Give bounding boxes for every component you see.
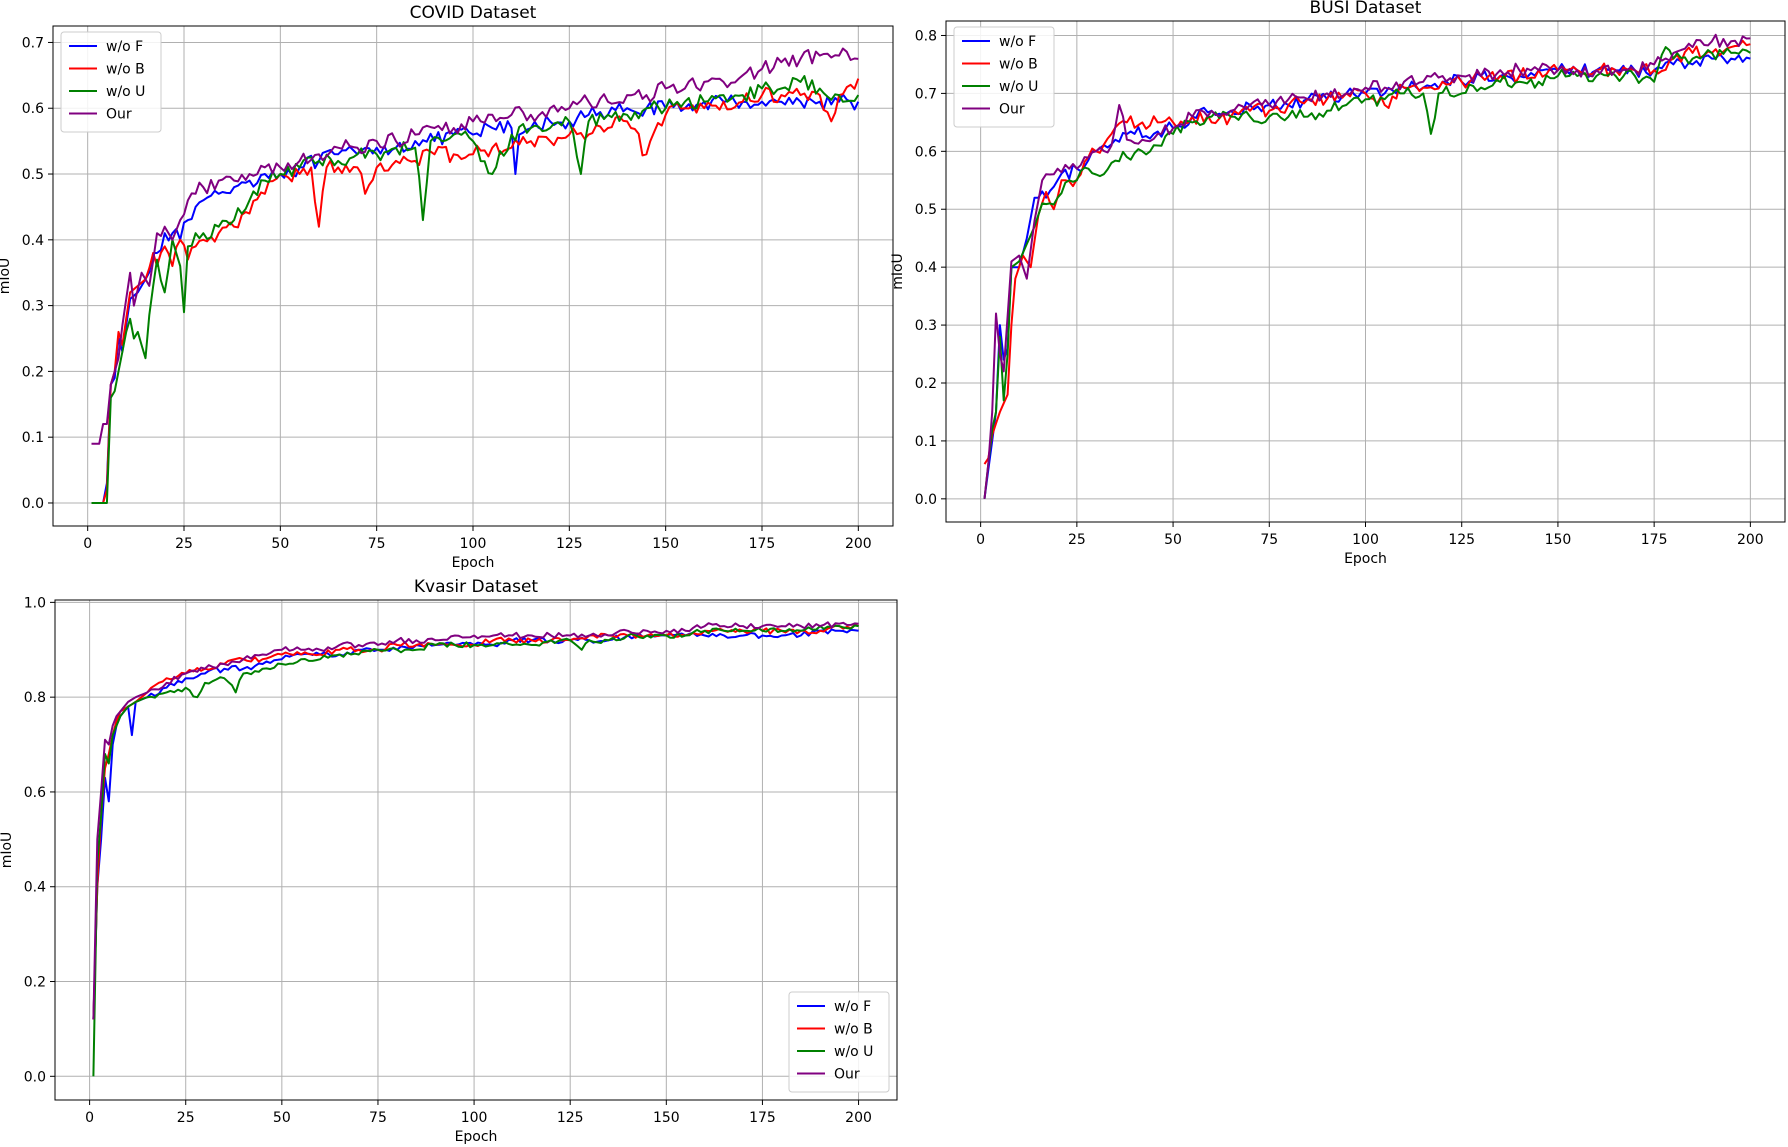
chart-title: BUSI Dataset bbox=[1310, 0, 1422, 18]
series-line-w-o-b bbox=[91, 78, 860, 504]
x-tick-label: 50 bbox=[1164, 532, 1182, 548]
x-tick-label: 175 bbox=[749, 1110, 776, 1126]
x-tick-label: 150 bbox=[653, 1110, 680, 1126]
series-line-our bbox=[983, 33, 1751, 499]
x-tick-label: 125 bbox=[1448, 532, 1475, 548]
y-tick-label: 0.8 bbox=[915, 28, 937, 44]
series-line-our bbox=[92, 621, 859, 1020]
y-tick-label: 0.2 bbox=[915, 376, 937, 392]
x-tick-label: 175 bbox=[1641, 532, 1668, 548]
y-tick-label: 0.0 bbox=[22, 496, 44, 512]
x-tick-label: 25 bbox=[175, 536, 193, 552]
legend-label: w/o B bbox=[834, 1022, 873, 1038]
series-line-w-o-u bbox=[92, 624, 859, 1077]
x-tick-label: 0 bbox=[85, 1110, 94, 1126]
x-tick-label: 100 bbox=[460, 536, 487, 552]
legend-label: Our bbox=[106, 107, 132, 123]
x-tick-label: 0 bbox=[83, 536, 92, 552]
y-axis-title: mIoU bbox=[890, 253, 906, 290]
x-tick-label: 150 bbox=[1545, 532, 1572, 548]
x-tick-label: 175 bbox=[749, 536, 776, 552]
legend: w/o F w/o B w/o U Our bbox=[953, 26, 1055, 128]
legend-box bbox=[953, 26, 1055, 128]
legend-label: w/o U bbox=[999, 79, 1038, 95]
y-tick-label: 0.4 bbox=[22, 233, 44, 249]
chart-panel-1: 0 25 50 75 100 125 150 175 200 0.0 0.1 0.2 0.3 0.4 0.5… bbox=[0, 3, 894, 571]
y-tick-label: 0.0 bbox=[915, 492, 937, 508]
legend-label: w/o B bbox=[999, 57, 1038, 73]
series-line-w-o-f bbox=[91, 93, 860, 504]
y-tick-label: 0.2 bbox=[24, 975, 46, 991]
x-tick-label: 25 bbox=[177, 1110, 195, 1126]
y-tick-label: 0.5 bbox=[915, 202, 937, 218]
y-tick-label: 0.4 bbox=[24, 880, 46, 896]
chart-title: Kvasir Dataset bbox=[414, 577, 539, 597]
y-tick-label: 0.3 bbox=[22, 299, 44, 315]
legend-label: w/o U bbox=[834, 1044, 873, 1060]
legend: w/o F w/o B w/o U Our bbox=[788, 991, 890, 1093]
legend: w/o F w/o B w/o U Our bbox=[60, 31, 162, 133]
x-tick-label: 200 bbox=[845, 1110, 872, 1126]
series-line-our bbox=[91, 47, 859, 445]
series-line-w-o-u bbox=[983, 46, 1751, 499]
y-tick-label: 1.0 bbox=[24, 595, 46, 611]
legend-box bbox=[788, 991, 890, 1093]
x-axis-title: Epoch bbox=[452, 555, 495, 571]
y-tick-label: 0.7 bbox=[915, 86, 937, 102]
x-tick-label: 0 bbox=[976, 532, 985, 548]
x-axis-title: Epoch bbox=[1344, 551, 1387, 567]
y-tick-label: 0.6 bbox=[24, 785, 46, 801]
legend-label: w/o U bbox=[106, 84, 145, 100]
y-tick-label: 0.3 bbox=[915, 318, 937, 334]
x-tick-label: 200 bbox=[1737, 532, 1764, 548]
x-axis-title: Epoch bbox=[455, 1129, 498, 1145]
y-tick-label: 0.5 bbox=[22, 167, 44, 183]
y-tick-label: 0.4 bbox=[915, 260, 937, 276]
x-tick-label: 75 bbox=[369, 1110, 387, 1126]
x-tick-label: 25 bbox=[1068, 532, 1086, 548]
y-tick-label: 0.8 bbox=[24, 690, 46, 706]
x-tick-label: 150 bbox=[652, 536, 679, 552]
series-line-w-o-f bbox=[983, 52, 1751, 499]
x-tick-label: 50 bbox=[271, 536, 289, 552]
x-tick-label: 50 bbox=[273, 1110, 291, 1126]
x-tick-label: 100 bbox=[1352, 532, 1379, 548]
x-tick-label: 125 bbox=[557, 1110, 584, 1126]
x-tick-label: 75 bbox=[1260, 532, 1278, 548]
legend-box bbox=[60, 31, 162, 133]
series-line-w-o-u bbox=[91, 75, 860, 504]
series-line-w-o-f bbox=[92, 628, 859, 1020]
y-tick-label: 0.6 bbox=[915, 144, 937, 160]
chart-panel-3: 0 25 50 75 100 125 150 175 200 0.0 0.2 0.4 0.6 0.8 1.0… bbox=[0, 577, 898, 1145]
legend-label: w/o B bbox=[106, 62, 145, 78]
legend-label: Our bbox=[999, 102, 1025, 118]
y-tick-label: 0.6 bbox=[22, 101, 44, 117]
chart-panel-2: 0 25 50 75 100 125 150 175 200 0.0 0.1 0.2 0.3 0.4 0.5… bbox=[890, 0, 1786, 567]
series-line-w-o-b bbox=[983, 39, 1751, 465]
y-axis-title: mIoU bbox=[0, 832, 15, 869]
x-tick-label: 125 bbox=[556, 536, 583, 552]
legend-label: w/o F bbox=[834, 999, 871, 1015]
chart-title: COVID Dataset bbox=[410, 3, 537, 23]
y-axis-title: mIoU bbox=[0, 258, 13, 295]
y-tick-label: 0.2 bbox=[22, 364, 44, 380]
plot-frame bbox=[54, 599, 898, 1101]
x-tick-label: 100 bbox=[461, 1110, 488, 1126]
legend-label: Our bbox=[834, 1067, 860, 1083]
x-tick-label: 75 bbox=[368, 536, 386, 552]
x-tick-label: 200 bbox=[845, 536, 872, 552]
legend-label: w/o F bbox=[106, 39, 143, 55]
y-tick-label: 0.1 bbox=[22, 430, 44, 446]
y-tick-label: 0.7 bbox=[22, 35, 44, 51]
y-tick-label: 0.0 bbox=[24, 1069, 46, 1085]
legend-label: w/o F bbox=[999, 34, 1036, 50]
y-tick-label: 0.1 bbox=[915, 434, 937, 450]
